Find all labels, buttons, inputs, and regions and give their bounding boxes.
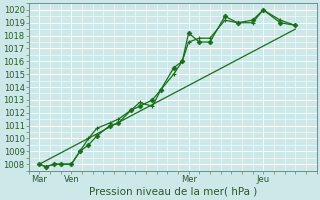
X-axis label: Pression niveau de la mer( hPa ): Pression niveau de la mer( hPa ) — [89, 187, 257, 197]
